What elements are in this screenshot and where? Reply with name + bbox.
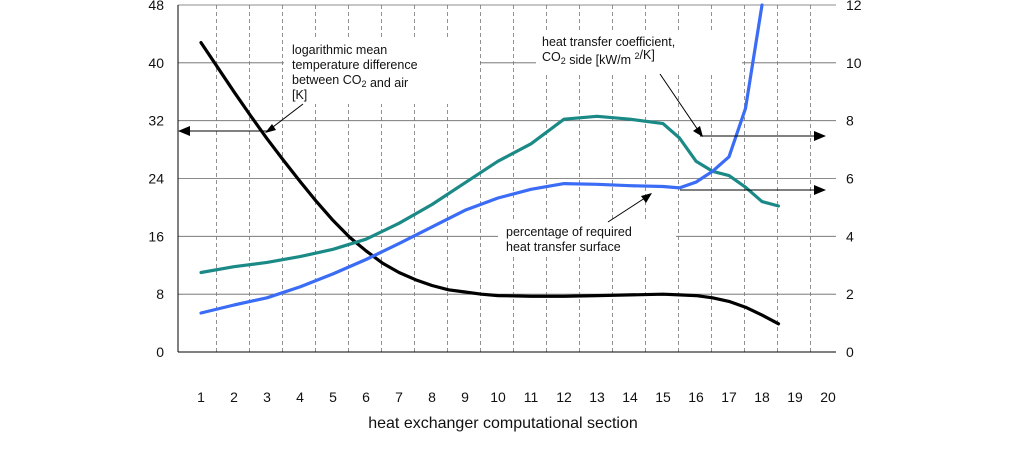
x-tick-label: 8 xyxy=(428,389,436,405)
x-tick-label: 5 xyxy=(329,389,337,405)
x-tick-label: 7 xyxy=(395,389,403,405)
series-line-1 xyxy=(199,40,781,326)
annotation-box-lmtd xyxy=(284,38,480,104)
x-tick-label: 20 xyxy=(820,389,836,405)
x-axis-title: heat exchanger computational section xyxy=(368,415,638,432)
right-tick-label: 12 xyxy=(846,0,862,13)
x-tick-label: 16 xyxy=(688,389,704,405)
series-lines xyxy=(199,3,781,326)
htc-leader xyxy=(659,73,701,134)
annotation-box-surface xyxy=(498,220,676,256)
x-tick-label: 9 xyxy=(461,389,469,405)
x-tick-label: 2 xyxy=(230,389,238,405)
lmtd-leader xyxy=(268,103,304,131)
left-tick-label: 40 xyxy=(148,55,164,71)
x-tick-label: 14 xyxy=(622,389,638,405)
x-tick-label: 3 xyxy=(263,389,271,405)
left-tick-label: 32 xyxy=(148,113,164,129)
arrows xyxy=(178,73,826,223)
x-tick-label: 10 xyxy=(490,389,506,405)
x-tick-label: 19 xyxy=(787,389,803,405)
right-tick-label: 0 xyxy=(846,344,854,360)
surface-axis-arrowhead xyxy=(814,185,826,195)
surface-leader-head xyxy=(641,193,652,203)
right-tick-label: 2 xyxy=(846,286,854,302)
x-tick-label: 18 xyxy=(754,389,770,405)
annotation-line: logarithmic mean xyxy=(292,43,387,57)
left-tick-label: 0 xyxy=(156,344,164,360)
lmtd-axis-arrowhead xyxy=(178,126,190,136)
series-line-2 xyxy=(199,114,781,275)
htc-leader-head xyxy=(693,126,703,137)
series-line-3 xyxy=(199,3,764,315)
left-tick-label: 48 xyxy=(148,0,164,13)
x-tick-label: 13 xyxy=(589,389,605,405)
x-tick-label: 4 xyxy=(296,389,304,405)
htc-axis-arrowhead xyxy=(814,131,826,141)
annotation-line: percentage of required xyxy=(506,225,632,239)
annotation-2: heat transfer coefficient,CO2 side [kW/m… xyxy=(542,35,675,67)
annotation-line: heat transfer coefficient, xyxy=(542,35,675,49)
x-tick-label: 11 xyxy=(524,389,539,405)
x-tick-label: 6 xyxy=(362,389,370,405)
surface-leader xyxy=(607,195,649,223)
right-tick-label: 8 xyxy=(846,113,854,129)
lmtd-leader-head xyxy=(265,124,276,133)
annotation-line: between CO2 and air xyxy=(292,73,408,90)
plot-frame xyxy=(177,5,836,353)
left-tick-label: 24 xyxy=(148,171,164,187)
annotation-line: heat transfer surface xyxy=(506,240,621,254)
annotation-box-htc xyxy=(536,30,742,74)
left-tick-label: 8 xyxy=(156,286,164,302)
left-axis-ticks: 0 8 16 24 32 40 48 xyxy=(148,0,164,360)
x-tick-label: 12 xyxy=(556,389,572,405)
right-axis-ticks: 0 2 4 6 8 10 12 xyxy=(846,0,862,360)
x-axis-ticks: 1 2 3 4 5 6 7 8 9 10 11 12 13 14 15 16 17 18 19 20 xyxy=(197,389,836,405)
annotation-line: CO2 side [kW/m 2/K] xyxy=(542,48,655,67)
x-tick-label: 17 xyxy=(721,389,737,405)
right-tick-label: 6 xyxy=(846,171,854,187)
right-tick-label: 4 xyxy=(846,228,854,244)
left-tick-label: 16 xyxy=(148,228,164,244)
annotation-line: [K] xyxy=(292,88,307,102)
annotation-line: temperature difference xyxy=(292,58,418,72)
x-tick-label: 1 xyxy=(197,389,205,405)
x-tick-label: 15 xyxy=(655,389,671,405)
right-tick-label: 10 xyxy=(846,55,862,71)
